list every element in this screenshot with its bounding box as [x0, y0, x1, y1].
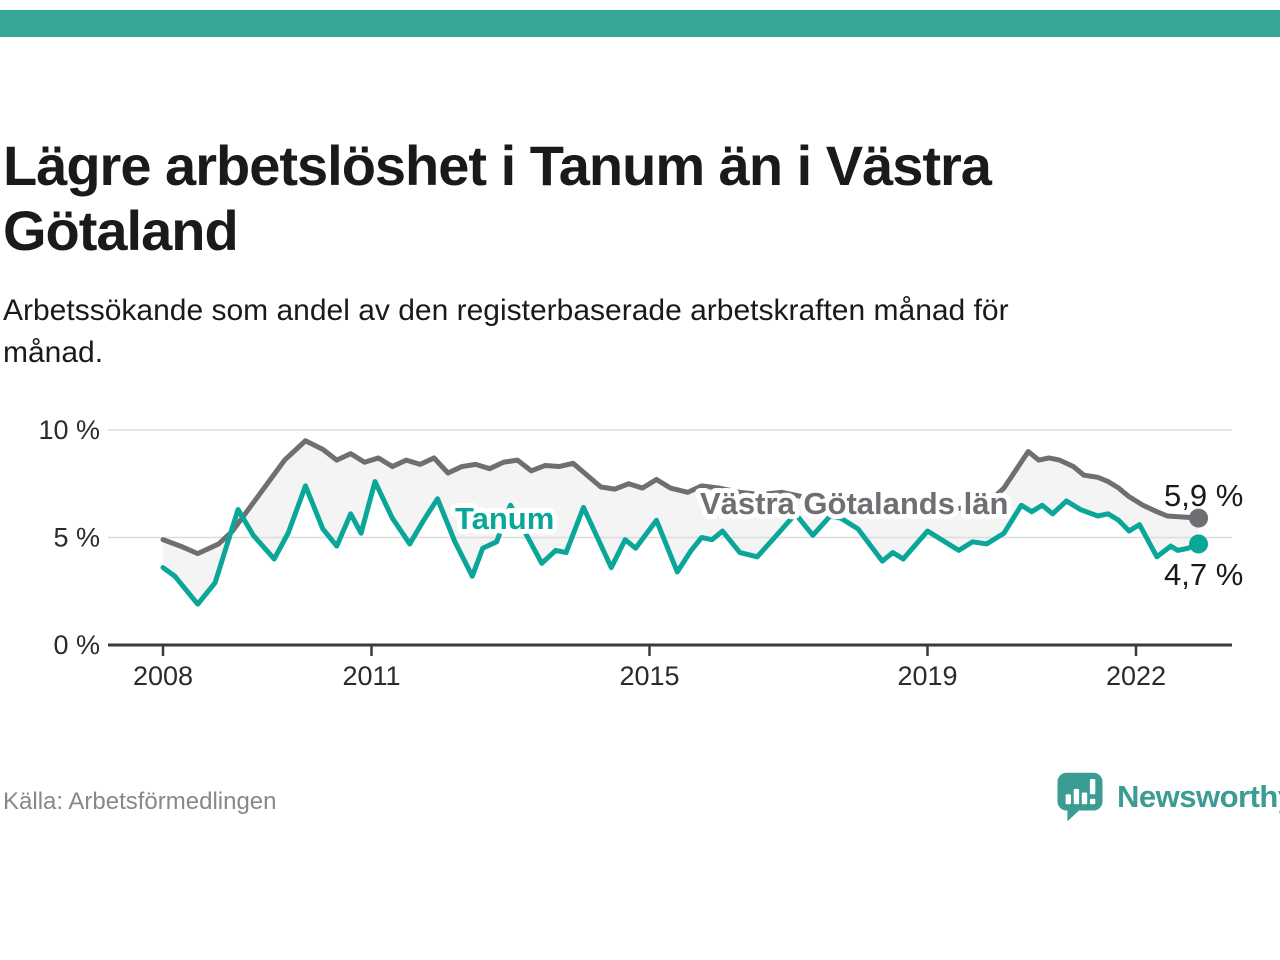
- y-tick-label: 5 %: [53, 523, 100, 553]
- x-tick-label: 2011: [342, 661, 400, 691]
- unemployment-line-chart: 0 % 5 % 10 % 2008 2011 2015 2019 2022 Västra Göt…: [38, 415, 1243, 691]
- chart-subtitle: Arbetssökande som andel av den registerb…: [3, 294, 1009, 369]
- series-line-tanum: [160, 479, 1202, 607]
- fill-between-area: [163, 440, 1199, 605]
- end-dot-vastra-gotaland: [1189, 508, 1209, 528]
- series-line-vastra-gotaland: [160, 438, 1202, 557]
- x-tick-label: 2015: [619, 661, 679, 691]
- x-tick-label: 2022: [1106, 661, 1166, 691]
- y-tick-label: 0 %: [53, 630, 100, 660]
- series-label-vastra-gotaland: Västra Götalands län: [700, 486, 1008, 521]
- end-value-label-vastra-gotaland: 5,9 %: [1164, 478, 1243, 513]
- end-dot-tanum: [1189, 534, 1209, 554]
- series-label-tanum: Tanum: [455, 501, 554, 536]
- brand-name: Newsworthy: [1117, 779, 1280, 814]
- x-tick-label: 2008: [133, 661, 193, 691]
- chart-title: Lägre arbetslöshet i Tanum än i Västra G…: [3, 134, 992, 262]
- x-tick-label: 2019: [897, 661, 957, 691]
- brand-top-bar: [0, 10, 1280, 37]
- speech-bubble-chart-icon: [1057, 772, 1103, 822]
- y-tick-label: 10 %: [38, 415, 100, 445]
- source-credit: Källa: Arbetsförmedlingen: [3, 788, 277, 815]
- end-value-label-tanum: 4,7 %: [1164, 557, 1243, 592]
- newsworthy-logo: Newsworthy: [1053, 770, 1280, 824]
